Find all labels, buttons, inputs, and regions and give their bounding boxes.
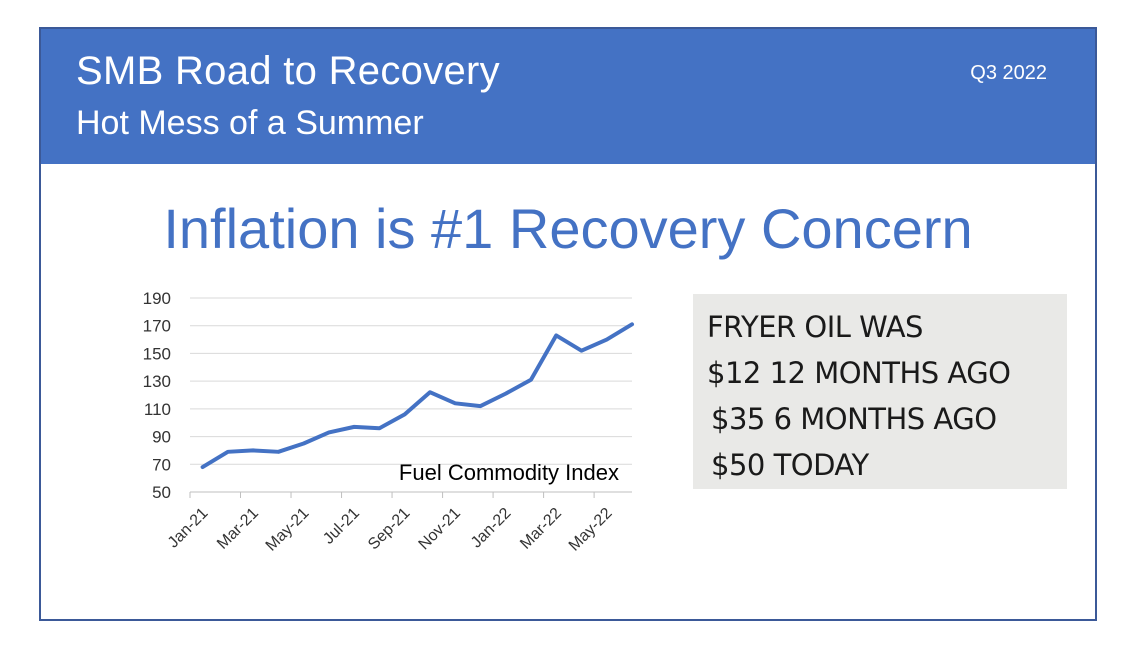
x-tick-label: Mar-21 bbox=[214, 505, 262, 553]
note-line-1: FRYER OIL WAS bbox=[707, 310, 923, 344]
y-tick-label: 150 bbox=[143, 344, 171, 363]
x-tick-label: Jul-21 bbox=[320, 505, 363, 548]
x-tick-label: May-22 bbox=[566, 505, 616, 555]
fryer-oil-note: FRYER OIL WAS $12 12 MONTHS AGO $35 6 MO… bbox=[693, 294, 1067, 489]
banner-subtitle: Hot Mess of a Summer bbox=[76, 104, 424, 142]
y-tick-label: 90 bbox=[152, 428, 171, 447]
x-tick-label: Nov-21 bbox=[416, 505, 465, 554]
y-tick-label: 130 bbox=[143, 372, 171, 391]
x-tick-label: Jan-22 bbox=[468, 505, 515, 552]
y-tick-label: 170 bbox=[143, 317, 171, 336]
y-tick-label: 190 bbox=[143, 289, 171, 308]
y-tick-label: 70 bbox=[152, 455, 171, 474]
note-line-3: $35 6 MONTHS AGO bbox=[711, 402, 997, 436]
x-tick-label: May-21 bbox=[263, 505, 313, 555]
banner-period: Q3 2022 bbox=[970, 62, 1047, 84]
note-line-2: $12 12 MONTHS AGO bbox=[707, 356, 1011, 390]
x-tick-label: Mar-22 bbox=[517, 505, 565, 553]
banner-title: SMB Road to Recovery bbox=[76, 49, 500, 93]
x-tick-label: Jan-21 bbox=[165, 505, 212, 552]
header-banner: SMB Road to Recovery Hot Mess of a Summe… bbox=[41, 29, 1095, 164]
x-tick-label: Sep-21 bbox=[365, 505, 414, 554]
y-tick-label: 110 bbox=[144, 400, 171, 419]
chart-annotation: Fuel Commodity Index bbox=[399, 460, 619, 485]
y-tick-label: 50 bbox=[152, 483, 171, 502]
headline: Inflation is #1 Recovery Concern bbox=[163, 197, 973, 260]
slide: SMB Road to Recovery Hot Mess of a Summe… bbox=[39, 27, 1097, 621]
note-line-4: $50 TODAY bbox=[711, 448, 869, 482]
series-line bbox=[200, 322, 634, 470]
